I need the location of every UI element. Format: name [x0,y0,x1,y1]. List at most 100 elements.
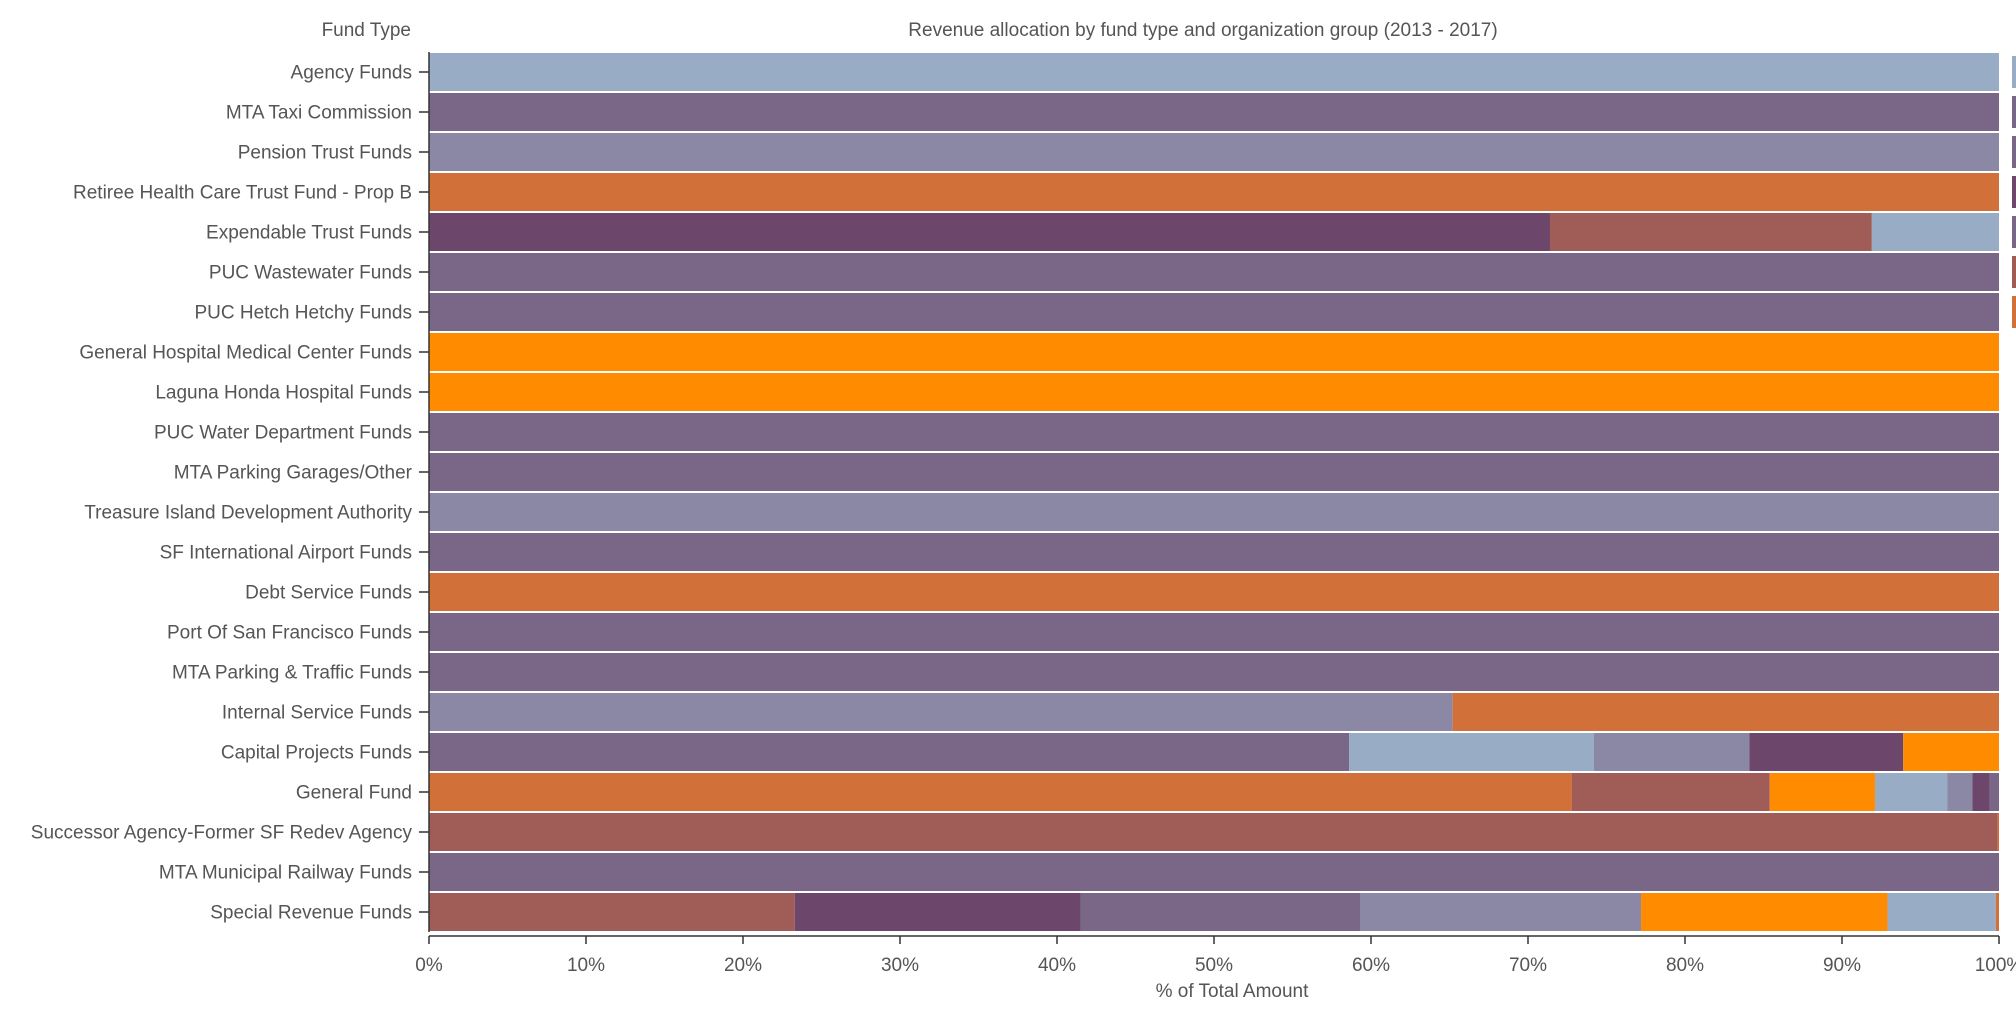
x-tick-label: 60% [1352,955,1390,976]
bar-row [429,453,1999,491]
bar-segment[interactable] [1549,213,1872,251]
y-tick-label: MTA Parking & Traffic Funds [172,663,412,684]
bar-row [429,373,1999,411]
y-tick-label: Special Revenue Funds [210,903,412,924]
bar-row [429,533,1999,571]
x-tick-label: 40% [1038,955,1076,976]
x-tick-label: 100% [1975,955,2016,976]
bar-segment[interactable] [429,293,1999,331]
bar-segment[interactable] [429,53,1999,91]
bar-row [429,53,1999,91]
legend-swatch [2012,56,2016,88]
bar-row [429,853,1999,891]
x-axis: 0% 10% 20% 30% 40% 50% 60% 70% 80% 90% 100% [415,935,2016,976]
x-axis-label: % of Total Amount [1156,981,1310,1002]
bar-row [429,613,1999,651]
bar-segment[interactable] [1349,733,1594,771]
bar-segment[interactable] [1593,733,1750,771]
bar-segment[interactable] [1452,693,1999,731]
legend-swatch [2012,256,2016,288]
bar-segment[interactable] [429,333,1999,371]
bar-segment[interactable] [429,653,1999,691]
legend-swatch [2012,136,2016,168]
bar-segment[interactable] [1571,773,1770,811]
bar-segment[interactable] [1874,773,1948,811]
x-tick-label: 80% [1666,955,1704,976]
y-tick-label: Expendable Trust Funds [206,223,412,244]
bar-segment[interactable] [429,93,1999,131]
bar-segment[interactable] [429,733,1350,771]
bar-segment[interactable] [429,533,1999,571]
legend [2012,56,2016,328]
bar-segment[interactable] [429,693,1453,731]
x-tick-label: 20% [724,955,762,976]
bar-segment[interactable] [429,173,1999,211]
legend-swatch [2012,96,2016,128]
y-tick-label: Agency Funds [291,63,412,84]
y-tick-label: PUC Wastewater Funds [209,263,412,284]
x-tick-label: 30% [881,955,919,976]
y-axis: Agency Funds MTA Taxi Commission Pension T… [31,52,430,932]
bar-segment[interactable] [1903,733,1999,771]
bar-segment[interactable] [1749,733,1904,771]
bar-segment[interactable] [429,893,795,931]
bar-row [429,573,1999,611]
bar-segment[interactable] [1769,773,1875,811]
y-tick-label: Retiree Health Care Trust Fund - Prop B [73,183,412,204]
y-tick-label: General Fund [296,783,412,804]
x-tick-label: 0% [415,955,443,976]
chart-title: Revenue allocation by fund type and orga… [908,20,1497,41]
bar-row [429,253,1999,291]
bar-row [429,773,1999,811]
y-tick-label: Pension Trust Funds [238,143,412,164]
legend-swatch [2012,216,2016,248]
bar-segment[interactable] [1871,213,1999,251]
bar-row [429,733,1999,771]
y-tick-label: PUC Water Department Funds [154,423,412,444]
bar-segment[interactable] [429,773,1572,811]
bar-segment[interactable] [429,213,1550,251]
bar-segment[interactable] [1989,773,1999,811]
bar-segment[interactable] [429,453,1999,491]
bar-row [429,213,1999,251]
bar-row [429,333,1999,371]
legend-swatch [2012,296,2016,328]
y-tick-label: MTA Municipal Railway Funds [159,863,412,884]
bar-segment[interactable] [429,413,1999,451]
bar-segment[interactable] [429,253,1999,291]
bar-segment[interactable] [429,853,1999,891]
bar-segment[interactable] [794,893,1081,931]
bar-segment[interactable] [1947,773,1973,811]
x-tick-label: 10% [567,955,605,976]
bar-segment[interactable] [1887,893,1996,931]
bar-segment[interactable] [429,133,1999,171]
legend-swatch [2012,176,2016,208]
bar-segment[interactable] [1972,773,1990,811]
x-tick-label: 70% [1509,955,1547,976]
y-tick-label: PUC Hetch Hetchy Funds [194,303,412,324]
bar-segment[interactable] [1360,893,1642,931]
y-tick-label: Port Of San Francisco Funds [167,623,412,644]
bar-row [429,493,1999,531]
bar-segment[interactable] [429,493,1999,531]
y-tick-label: Successor Agency-Former SF Redev Agency [31,823,413,844]
y-tick-label: SF International Airport Funds [160,543,412,564]
bar-segment[interactable] [1080,893,1361,931]
bar-row [429,93,1999,131]
bar-row [429,813,1999,851]
bar-segment[interactable] [1641,893,1888,931]
bar-row [429,293,1999,331]
bar-segment[interactable] [1997,813,1999,851]
x-tick-label: 50% [1195,955,1233,976]
bar-row [429,893,1999,931]
bar-segment[interactable] [1995,893,1999,931]
bar-segment[interactable] [429,813,1998,851]
bar-row [429,653,1999,691]
bar-segment[interactable] [429,373,1999,411]
bar-segment[interactable] [429,613,1999,651]
bar-segment[interactable] [429,573,1999,611]
y-tick-label: Debt Service Funds [245,583,412,604]
y-axis-title: Fund Type [322,20,411,41]
bar-row [429,413,1999,451]
